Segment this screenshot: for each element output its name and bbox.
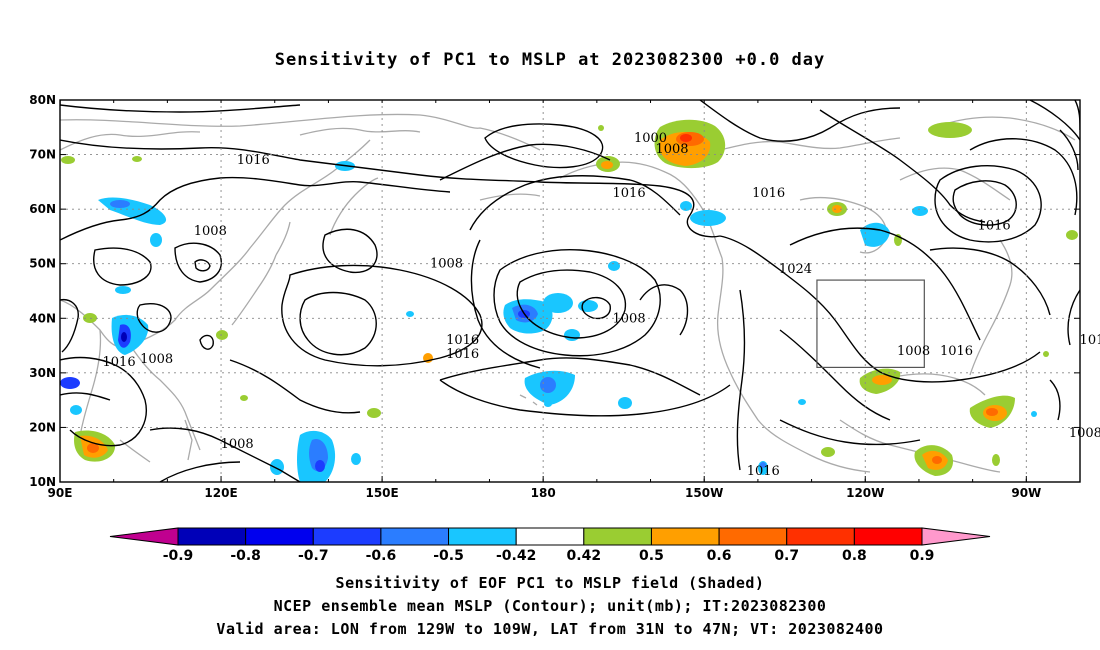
page-title: Sensitivity of PC1 to MSLP at 2023082300…: [274, 50, 826, 70]
colorbar-segment: [718, 527, 788, 546]
y-tick-labels: 10N 20N 30N 40N 50N 60N 70N 80N: [29, 93, 56, 489]
contour-label: 1016: [747, 464, 780, 479]
colorbar-label: 0.6: [707, 548, 732, 564]
x-tick-label: 90W: [1011, 486, 1041, 500]
contour-label: 1016: [237, 153, 270, 168]
mslp-contours: [60, 100, 1080, 482]
y-tick-label: 80N: [29, 93, 56, 107]
colorbar-label: 0.9: [910, 548, 935, 564]
colorbar-label: -0.7: [298, 548, 329, 564]
colorbar-label: -0.6: [366, 548, 397, 564]
colorbar-label: -0.8: [230, 548, 261, 564]
colorbar-min-arrow: [109, 527, 179, 546]
x-tick-labels: 90E120E150E180150W120W90W60W: [48, 486, 1042, 500]
x-tick-label: 150W: [685, 486, 723, 500]
contour-label: 1016: [613, 186, 646, 201]
contour-label: 1016: [446, 333, 479, 348]
x-tick-label: 120W: [846, 486, 884, 500]
colorbar-segment: [583, 527, 652, 546]
colorbar-max-arrow: [921, 527, 991, 546]
x-tick-label: 150E: [365, 486, 398, 500]
x-tick-label: 180: [531, 486, 556, 500]
colorbar-segment: [245, 527, 314, 546]
colorbar-segment: [448, 527, 517, 546]
y-tick-label: 20N: [29, 420, 56, 434]
y-tick-label: 60N: [29, 202, 56, 216]
colorbar-segment: [650, 527, 720, 546]
map-grid: [60, 100, 1080, 482]
colorbar-segment: [515, 527, 585, 546]
y-tick-label: 50N: [29, 257, 56, 271]
colorbar-segment: [853, 527, 923, 546]
colorbar-segment: [786, 527, 855, 546]
contour-label: 1016: [1080, 333, 1100, 348]
colorbar-labels: -0.9 -0.8 -0.7 -0.6 -0.5 -0.42 0.42 0.5 0.6 0.7 0.…: [163, 548, 935, 564]
valid-area-box: [816, 279, 925, 369]
colorbar-label: 0.7: [774, 548, 799, 564]
plot-frame: [59, 99, 1081, 483]
colorbar-label: -0.5: [433, 548, 464, 564]
x-tick-label: 120E: [204, 486, 237, 500]
y-tick-label: 10N: [29, 475, 56, 489]
colorbar-label: 0.42: [567, 548, 602, 564]
x-tick-label: 90E: [48, 486, 73, 500]
sensitivity-shading: [60, 119, 1078, 482]
axis-ticks: [59, 99, 1081, 483]
contour-label: 1008: [140, 352, 173, 367]
contour-label: 1016: [978, 219, 1011, 234]
coastlines: [60, 113, 1076, 473]
colorbar-segment: [380, 527, 450, 546]
footer-line-3: Valid area: LON from 129W to 109W, LAT f…: [216, 620, 884, 638]
colorbar-label: 0.5: [639, 548, 664, 564]
colorbar: [109, 527, 991, 546]
contour-label: 1016: [446, 347, 479, 362]
footer-line-1: Sensitivity of EOF PC1 to MSLP field (Sh…: [335, 574, 765, 592]
contour-label: 1008: [194, 224, 227, 239]
y-tick-label: 40N: [29, 311, 56, 325]
colorbar-segment: [312, 527, 382, 546]
contour-label: 1008: [655, 142, 688, 157]
colorbar-label: -0.9: [163, 548, 194, 564]
contour-label: 1016: [752, 186, 785, 201]
contour-label: 1008: [1069, 426, 1100, 441]
contour-label: 1000: [634, 131, 667, 146]
contour-label: 1008: [430, 257, 463, 272]
contour-label: 1016: [103, 355, 136, 370]
contour-label: 1008: [897, 344, 930, 359]
contour-label: 1008: [221, 437, 254, 452]
y-tick-label: 70N: [29, 148, 56, 162]
colorbar-label: -0.42: [496, 548, 536, 564]
contour-label: 1016: [940, 344, 973, 359]
colorbar-segment: [177, 527, 247, 546]
contour-label: 1008: [613, 311, 646, 326]
y-tick-label: 30N: [29, 366, 56, 380]
footer-line-2: NCEP ensemble mean MSLP (Contour); unit(…: [273, 597, 827, 615]
contour-label: 1024: [779, 262, 812, 277]
colorbar-label: 0.8: [842, 548, 867, 564]
